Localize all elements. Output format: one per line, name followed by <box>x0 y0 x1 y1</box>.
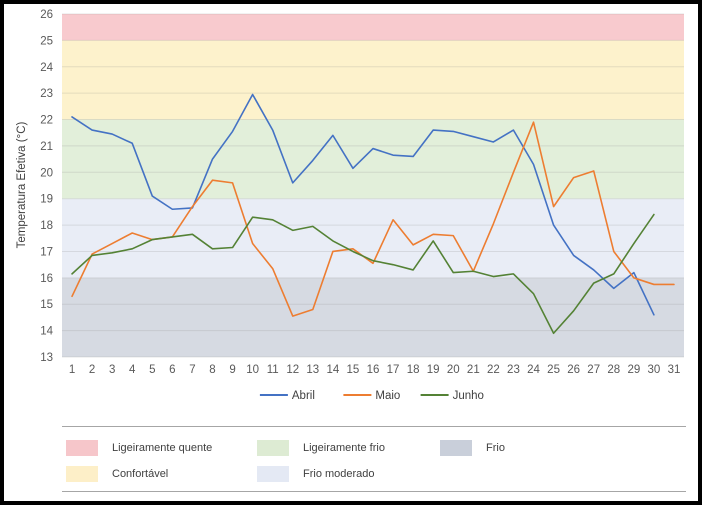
band-ligeiramente-frio <box>62 119 684 199</box>
zone-label: Ligeiramente quente <box>112 441 213 454</box>
x-tick-label: 4 <box>129 364 136 376</box>
x-tick-label: 25 <box>547 364 560 376</box>
zone-item-frio-moderado: Frio moderado <box>257 465 375 482</box>
x-tick-label: 13 <box>306 364 319 376</box>
series-line-junho <box>71 213 655 335</box>
zone-swatch <box>440 439 472 456</box>
zone-swatch <box>257 465 289 482</box>
x-tick-label: 3 <box>109 364 115 376</box>
x-tick-label: 28 <box>607 364 620 376</box>
x-tick-label: 15 <box>347 364 360 376</box>
y-axis-title: Temperatura Efetiva (°C) <box>16 121 28 249</box>
x-axis-ticks: 1 2 3 4 5 6 7 8 9 10 11 12 13 14 15 16 17 18 19 20 21 22 23 24 2… <box>69 364 681 376</box>
legend-label-maio: Maio <box>375 390 400 402</box>
y-tick-label: 22 <box>40 115 53 127</box>
x-tick-label: 16 <box>367 364 380 376</box>
comfort-bands <box>62 14 684 357</box>
y-tick-label: 23 <box>40 88 53 100</box>
zone-swatch <box>66 465 98 482</box>
series-line-abril <box>71 93 655 316</box>
y-tick-label: 16 <box>40 273 53 285</box>
y-tick-label: 24 <box>40 62 53 74</box>
gridlines <box>62 13 684 358</box>
x-tick-label: 11 <box>267 364 279 376</box>
x-tick-label: 26 <box>567 364 580 376</box>
y-tick-label: 17 <box>40 246 53 258</box>
x-tick-label: 8 <box>209 364 215 376</box>
y-tick-label: 15 <box>40 299 53 311</box>
zone-label: Ligeiramente frio <box>303 441 385 454</box>
y-tick-label: 19 <box>40 194 53 206</box>
temperature-chart: 13 14 15 16 17 18 19 20 21 22 23 24 25 26 1 2 3 4 5 6 7 8 9 10 1… <box>4 4 698 424</box>
x-tick-label: 10 <box>246 364 259 376</box>
x-tick-label: 29 <box>627 364 640 376</box>
series-legend: Abril Maio Junho <box>259 390 484 402</box>
x-tick-label: 17 <box>387 364 400 376</box>
zone-swatch <box>257 439 289 456</box>
zone-item-ligeiramente-quente: Ligeiramente quente <box>66 439 212 456</box>
zone-label: Frio moderado <box>303 467 375 480</box>
y-tick-label: 26 <box>40 9 53 21</box>
zone-label: Confortável <box>112 467 169 480</box>
x-tick-label: 12 <box>286 364 299 376</box>
x-tick-label: 14 <box>326 364 339 376</box>
y-tick-label: 20 <box>40 167 53 179</box>
y-tick-label: 13 <box>40 352 53 364</box>
y-tick-label: 18 <box>40 220 53 232</box>
x-tick-label: 30 <box>648 364 661 376</box>
zone-item-frio: Frio <box>440 439 505 456</box>
x-tick-label: 20 <box>447 364 460 376</box>
x-tick-label: 5 <box>149 364 155 376</box>
x-tick-label: 24 <box>527 364 540 376</box>
x-tick-label: 23 <box>507 364 520 376</box>
band-frio <box>62 277 684 357</box>
x-tick-label: 18 <box>407 364 420 376</box>
x-tick-label: 27 <box>587 364 600 376</box>
x-tick-label: 7 <box>189 364 195 376</box>
x-tick-label: 22 <box>487 364 500 376</box>
x-tick-label: 1 <box>69 364 75 376</box>
y-tick-label: 21 <box>40 141 53 153</box>
y-tick-label: 14 <box>40 326 53 338</box>
y-axis-ticks: 13 14 15 16 17 18 19 20 21 22 23 24 25 26 <box>40 9 53 364</box>
band-frio-moderado <box>62 198 684 278</box>
x-tick-label: 2 <box>89 364 95 376</box>
zone-item-confortável: Confortável <box>66 465 168 482</box>
band-confortável <box>62 40 684 120</box>
x-tick-label: 6 <box>169 364 175 376</box>
legend-label-abril: Abril <box>292 390 315 402</box>
x-tick-label: 21 <box>467 364 480 376</box>
x-tick-label: 19 <box>427 364 440 376</box>
zone-item-ligeiramente-frio: Ligeiramente frio <box>257 439 385 456</box>
zone-label: Frio <box>486 441 505 454</box>
y-tick-label: 25 <box>40 35 53 47</box>
zone-legend: Ligeiramente quente Ligeiramente frio Frio… <box>62 426 686 492</box>
x-tick-label: 9 <box>229 364 235 376</box>
x-tick-label: 31 <box>668 364 681 376</box>
legend-label-junho: Junho <box>453 390 484 402</box>
zone-swatch <box>66 439 98 456</box>
band-ligeiramente-quente <box>62 14 684 41</box>
